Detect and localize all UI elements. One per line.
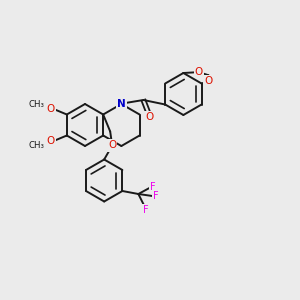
Text: O: O <box>145 112 154 122</box>
Text: O: O <box>47 103 55 113</box>
Text: F: F <box>142 205 148 215</box>
Text: CH₃: CH₃ <box>28 100 45 109</box>
Text: O: O <box>195 67 203 77</box>
Text: F: F <box>150 182 155 192</box>
Text: CH₃: CH₃ <box>29 141 45 150</box>
Text: O: O <box>108 140 116 151</box>
Text: N: N <box>117 99 126 109</box>
Text: O: O <box>47 136 55 146</box>
Text: F: F <box>153 191 158 201</box>
Text: CH₃: CH₃ <box>29 100 45 109</box>
Text: O: O <box>204 76 212 86</box>
